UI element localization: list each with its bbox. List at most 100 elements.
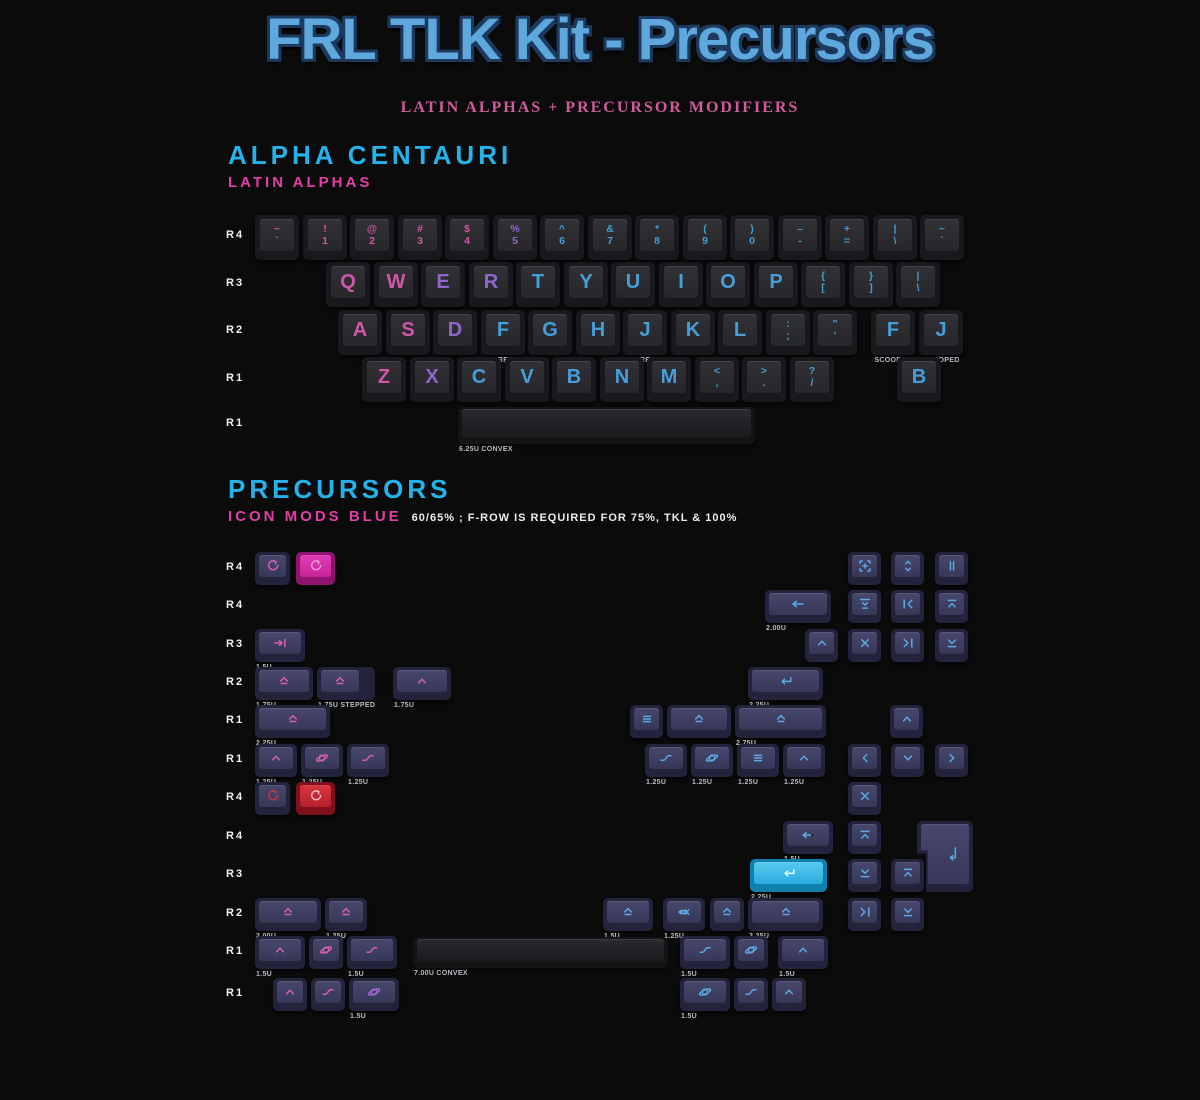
keycap-face: " ' — [818, 314, 852, 346]
keycap-B: B — [552, 357, 596, 402]
keycap-alt-1.25u: 1.25U — [347, 744, 389, 786]
keycap-face — [852, 555, 877, 577]
end-icon — [903, 638, 913, 648]
keycap-face — [852, 747, 877, 769]
keycap-face — [714, 901, 740, 923]
keycap-face — [754, 862, 823, 884]
fish-icon — [678, 909, 690, 915]
keycap-face: @2 — [355, 219, 389, 251]
keycap-menu-1.25u: 1.25U — [737, 744, 779, 786]
keycap-face — [321, 670, 360, 692]
keycap-legend: F — [496, 319, 510, 341]
keycap-D: D — [433, 310, 477, 355]
keycap-face: M — [652, 361, 686, 393]
shift-icon — [781, 907, 790, 916]
keycap-control-1u — [273, 978, 307, 1011]
keycap-face: }] — [854, 266, 888, 298]
keycap-esc-pink — [296, 552, 335, 585]
keycap-super-1.25u: 1.25U — [301, 744, 343, 786]
keycap-face — [353, 981, 395, 1003]
keycap-I: I — [659, 262, 703, 307]
keycap-A: A — [338, 310, 382, 355]
keycap-legend: >. — [760, 364, 768, 389]
keycap-face: * 8 — [640, 219, 674, 251]
keycap-O: O — [706, 262, 750, 307]
keycap-M: M — [647, 357, 691, 402]
keycap-legend: Z — [377, 366, 391, 388]
keycap-face — [277, 981, 303, 1003]
row-label-r1: R1 — [226, 417, 245, 429]
keycap-face: Y — [569, 266, 603, 298]
keycap-face — [782, 939, 824, 961]
keycap-legend: ! 1 — [322, 222, 328, 247]
keycap-W: W — [374, 262, 418, 307]
keycap-face — [752, 901, 819, 923]
keycap-Y: Y — [564, 262, 608, 307]
keycap-F-scooped: F SCOOPED — [871, 310, 915, 364]
keycap-size-label: 2.25U — [256, 740, 276, 747]
shift-icon — [288, 714, 297, 723]
keycap-face: % 5 — [498, 219, 532, 251]
keycap-C: C — [457, 357, 501, 402]
keycap-face — [607, 901, 649, 923]
row-label-r1: R1 — [226, 945, 245, 957]
up-icon — [275, 947, 285, 953]
keycap-face: H — [581, 314, 615, 346]
keycap-bracket-open: {[ — [801, 262, 845, 307]
keycap-legend: $4 — [464, 222, 470, 247]
keycap-0: ) 0 — [730, 215, 774, 260]
keycap-face: X — [415, 361, 449, 393]
keycap-face: Q — [331, 266, 365, 298]
super-icon — [319, 946, 333, 954]
keycap-S: S — [386, 310, 430, 355]
keycap-legend: D — [447, 319, 463, 341]
keycap-legend: B — [911, 366, 927, 388]
mod-section-header: PRECURSORS ICON MODS BLUE 60/65% ; F-ROW… — [228, 474, 737, 525]
keycap-alt-1u — [311, 978, 345, 1011]
keycap-face — [769, 593, 827, 615]
keycap-legend: " ' — [832, 317, 838, 342]
keycap-control-1.5u-b: 1.5U — [778, 936, 828, 978]
menu-icon — [753, 754, 763, 762]
keycap-face: N — [605, 361, 639, 393]
keycap-legend: F — [886, 319, 900, 341]
keycap-legend: L — [733, 319, 747, 341]
keycap-face: ! 1 — [308, 219, 342, 251]
keycap-legend: | \ — [916, 269, 920, 294]
keycap-legend: N — [614, 366, 630, 388]
keycap-super-1.5u-b: 1.5U — [680, 978, 730, 1020]
keycap-face: K — [676, 314, 710, 346]
keycap-face: (9 — [688, 219, 722, 251]
up-icon — [798, 947, 808, 953]
keycap-size-label: BARRED — [487, 357, 519, 364]
keycap-shift-2.25u-b: 2.25U — [748, 898, 823, 940]
keycap-period: >. — [742, 357, 786, 402]
keycap-shift-2.75u: 2.75U — [735, 705, 826, 747]
keycap-legend: V — [520, 366, 534, 388]
del-icon — [860, 638, 869, 648]
keycap-face — [741, 747, 775, 769]
keycap-face — [259, 939, 301, 961]
keycap-page-down-3 — [891, 898, 924, 931]
row-label-r3: R3 — [226, 638, 245, 650]
row-label-r2: R2 — [226, 324, 245, 336]
keycap-slash: ? / — [790, 357, 834, 402]
alt-icon — [660, 755, 672, 761]
keycap-face — [259, 555, 286, 577]
keycap-face — [787, 747, 821, 769]
alt-icon — [699, 947, 711, 953]
loop-icon — [310, 560, 321, 571]
keycap-tilde-2: ~ ` — [920, 215, 964, 260]
keycap-legend: ~ ` — [273, 222, 281, 247]
keycap-face — [852, 632, 877, 654]
shift-icon — [280, 676, 288, 685]
keycap-legend: Q — [340, 271, 356, 293]
keycap-X: X — [410, 357, 454, 402]
keycap-legend: – - — [797, 222, 803, 247]
prtsc-icon — [858, 560, 871, 572]
keycap-face — [305, 747, 339, 769]
keycap-menu — [630, 705, 663, 738]
keycap-babelfish: 1.25U — [663, 898, 705, 940]
keycap-face — [462, 409, 751, 438]
keycap-legend: W — [386, 271, 406, 293]
